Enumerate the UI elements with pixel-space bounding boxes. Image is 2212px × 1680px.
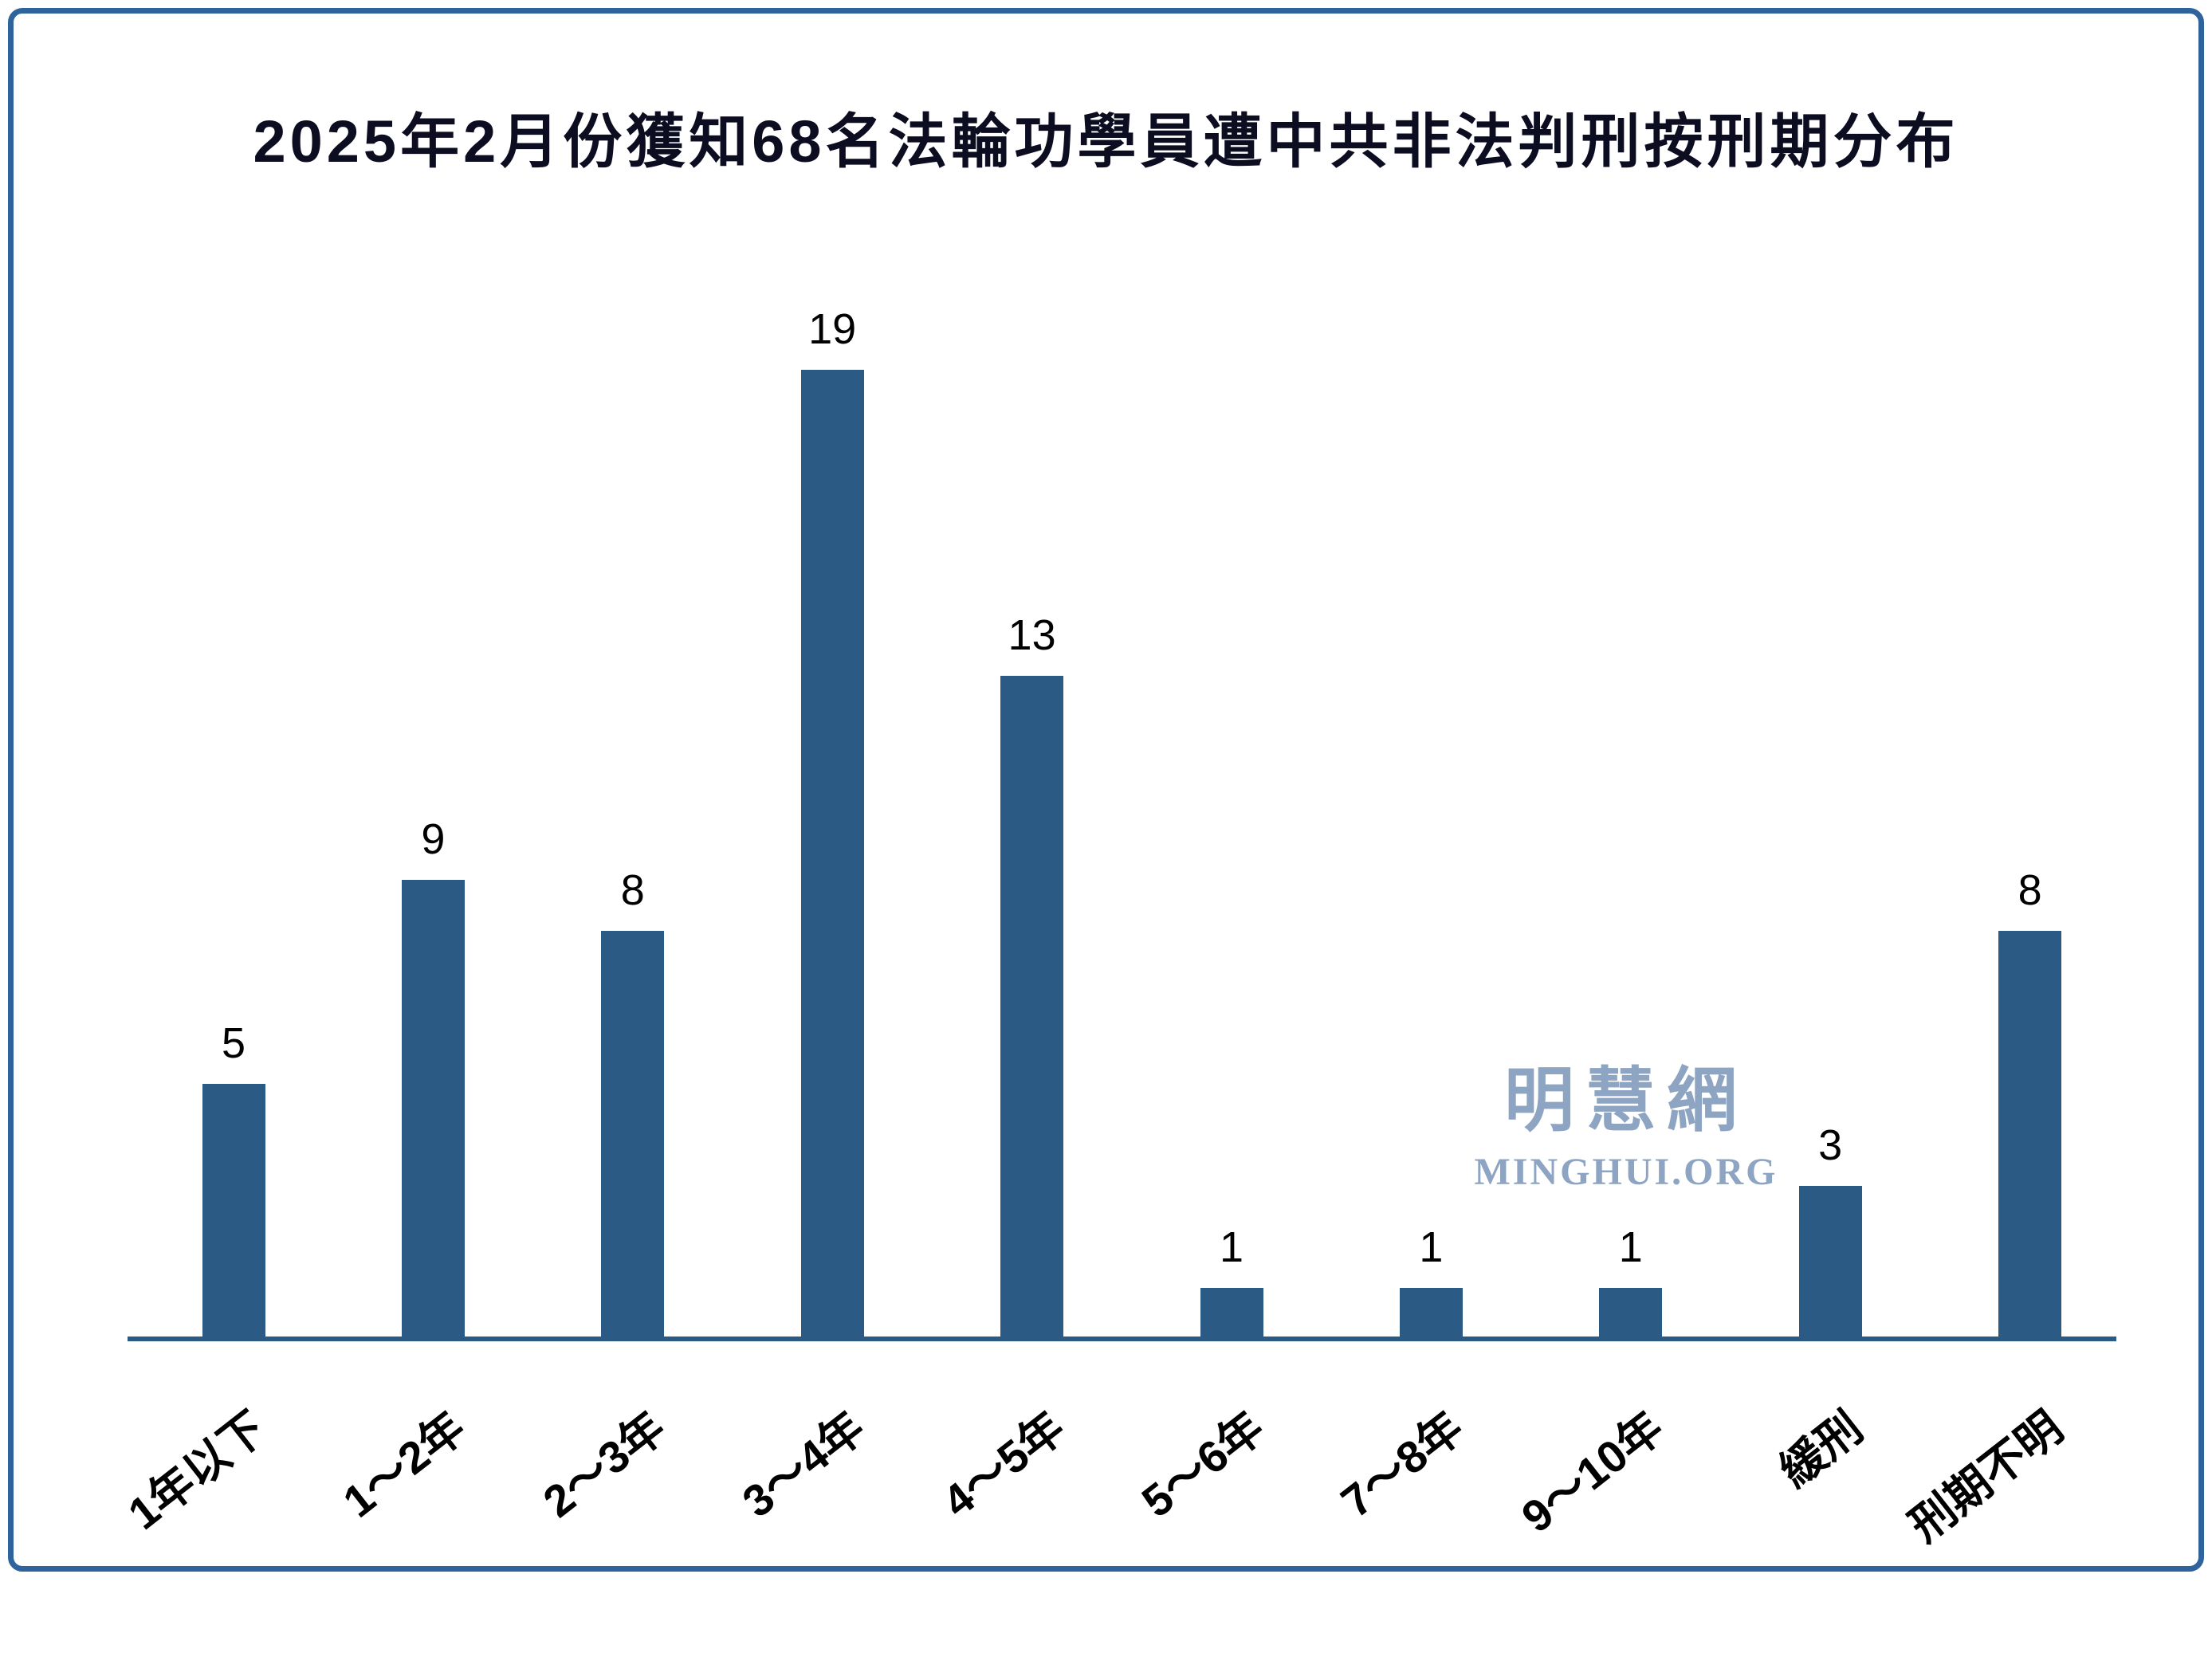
watermark-chinese-text: 明慧網	[1503, 1061, 1748, 1140]
bar-value-label: 1	[1219, 1223, 1244, 1271]
chart-title: 2025年2月份獲知68名法輪功學員遭中共非法判刑按刑期分布	[253, 108, 1959, 175]
bar-value-label: 19	[808, 305, 857, 353]
bar-value-label: 13	[1008, 611, 1056, 659]
bar	[1798, 1186, 1862, 1339]
bar-value-label: 8	[620, 866, 645, 914]
bar	[1998, 931, 2062, 1339]
bar	[1599, 1288, 1663, 1339]
minghui-watermark: 明慧網 MINGHUI.ORG	[1403, 1044, 1849, 1194]
bar	[202, 1084, 265, 1339]
bar	[800, 370, 864, 1339]
bar	[1000, 676, 1064, 1339]
bar-value-label: 3	[1818, 1121, 1843, 1169]
watermark-latin-text: MINGHUI.ORG	[1474, 1151, 1778, 1193]
x-axis-line	[128, 1337, 2116, 1341]
bar-value-label: 1	[1419, 1223, 1444, 1271]
bar	[1200, 1288, 1263, 1339]
bar-value-label: 9	[421, 815, 446, 863]
bar	[601, 931, 665, 1339]
bar	[401, 880, 465, 1339]
x-axis-tick-label: 1年以下	[119, 1401, 275, 1540]
bar	[1399, 1288, 1463, 1339]
bar-value-label: 5	[221, 1019, 246, 1067]
bar-value-label: 1	[1618, 1223, 1643, 1271]
bar-chart-plot-area: 5 1年以下 9 1～2年 8 2～3年 19 3～4年 13 4～5年 1 5～6年 1 7～8年 1 9～…	[119, 305, 2116, 1551]
bar-value-label: 8	[2018, 866, 2042, 914]
